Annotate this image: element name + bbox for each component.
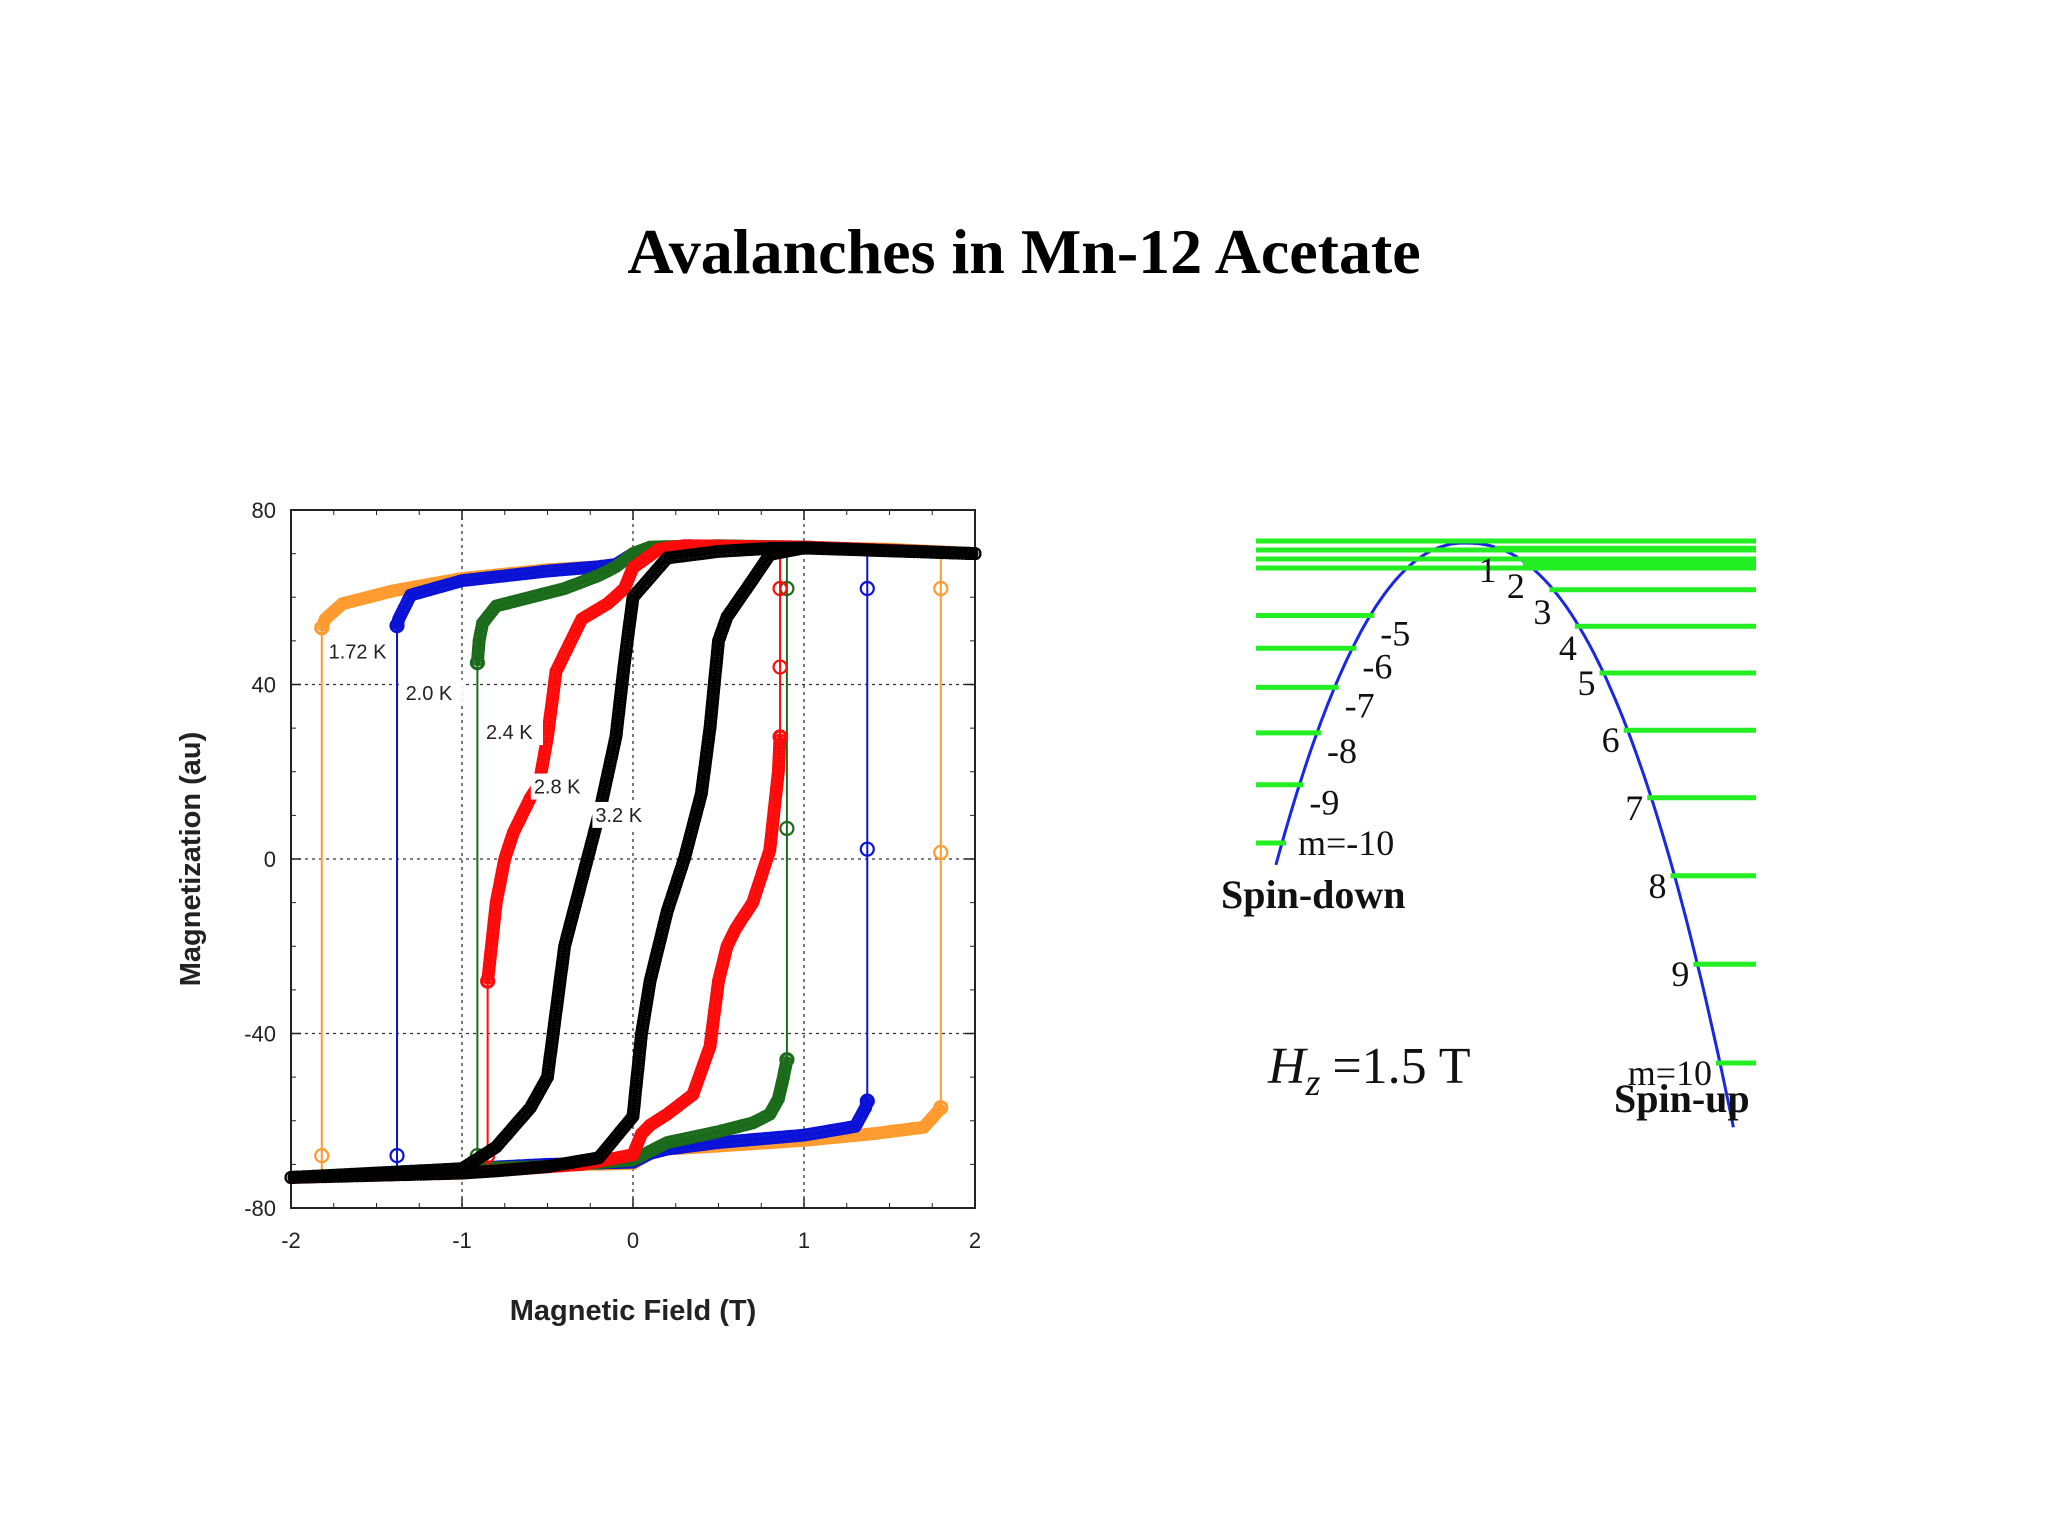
data-point bbox=[389, 1148, 405, 1164]
level-label: -8 bbox=[1327, 731, 1357, 771]
field-symbol: H bbox=[1267, 1038, 1308, 1095]
level-label: m=-10 bbox=[1298, 823, 1394, 863]
field-equation: Hz =1.5 T bbox=[1267, 1038, 1471, 1104]
level-label: 3 bbox=[1533, 592, 1551, 632]
temperature-label-bg bbox=[402, 679, 463, 706]
data-point bbox=[469, 655, 485, 671]
data-point bbox=[314, 620, 330, 636]
series-3-2-k bbox=[284, 541, 982, 1184]
y-tick-label: 80 bbox=[252, 498, 276, 523]
temperature-label-bg bbox=[530, 773, 591, 800]
temperature-label: 3.2 K bbox=[595, 805, 642, 827]
data-point bbox=[933, 1100, 949, 1116]
data-point bbox=[284, 1171, 298, 1184]
y-tick-label: -40 bbox=[244, 1022, 276, 1047]
x-tick-label: 1 bbox=[798, 1228, 810, 1253]
temperature-label: 2.0 K bbox=[406, 683, 453, 705]
spin-up-label: Spin-up bbox=[1614, 1076, 1750, 1121]
y-tick-label: -80 bbox=[244, 1196, 276, 1221]
level-label: 4 bbox=[1559, 628, 1577, 668]
y-tick-label: 40 bbox=[252, 673, 276, 698]
level-label: 6 bbox=[1602, 720, 1620, 760]
x-axis-label: Magnetic Field (T) bbox=[510, 1295, 757, 1327]
data-point bbox=[635, 1127, 648, 1141]
data-point bbox=[772, 659, 788, 675]
level-label: 8 bbox=[1649, 866, 1667, 906]
level-label: -5 bbox=[1380, 613, 1410, 653]
temperature-label-bg bbox=[482, 719, 543, 746]
data-point bbox=[779, 820, 795, 837]
data-point bbox=[933, 580, 949, 597]
level-label: 1 bbox=[1479, 550, 1497, 590]
slide-title: Avalanches in Mn-12 Acetate bbox=[627, 216, 1421, 287]
temperature-label: 2.8 K bbox=[534, 777, 581, 799]
x-tick-label: 0 bbox=[627, 1228, 639, 1253]
data-point bbox=[859, 1093, 875, 1109]
y-axis-label: Magnetization (au) bbox=[175, 732, 207, 987]
level-label: 9 bbox=[1671, 954, 1689, 994]
level-label: -7 bbox=[1345, 685, 1375, 725]
spin-down-label: Spin-down bbox=[1221, 872, 1406, 917]
level-label: 7 bbox=[1625, 788, 1643, 828]
data-point bbox=[779, 1052, 795, 1068]
level-label: -6 bbox=[1362, 646, 1392, 686]
temperature-label: 1.72 K bbox=[329, 641, 387, 663]
data-point bbox=[772, 729, 788, 745]
data-point bbox=[389, 618, 405, 634]
data-point bbox=[480, 973, 496, 989]
y-tick-label: 0 bbox=[264, 847, 276, 872]
x-tick-label: 2 bbox=[969, 1228, 981, 1253]
data-point bbox=[933, 844, 949, 861]
hysteresis-plot: -2 -1 0 1 2 -80 -40 0 40 80 Magnetic Field (T) Magn… bbox=[175, 498, 982, 1327]
temperature-label-bg bbox=[325, 638, 386, 665]
data-point bbox=[859, 580, 875, 597]
level-label: -9 bbox=[1309, 783, 1339, 823]
field-value: =1.5 T bbox=[1332, 1038, 1470, 1095]
x-tick-label: -1 bbox=[452, 1228, 472, 1253]
level-label: m=10 bbox=[1628, 1053, 1712, 1093]
plot-frame bbox=[290, 509, 976, 1209]
x-tick-label: -2 bbox=[281, 1228, 301, 1253]
temperature-label-bg bbox=[592, 801, 653, 828]
level-label: 2 bbox=[1507, 566, 1525, 606]
level-label: 5 bbox=[1578, 663, 1596, 703]
data-point bbox=[772, 580, 788, 597]
temperature-label: 2.4 K bbox=[486, 722, 533, 744]
data-point bbox=[314, 1148, 330, 1164]
field-subscript: z bbox=[1305, 1062, 1321, 1104]
data-point bbox=[859, 841, 875, 857]
